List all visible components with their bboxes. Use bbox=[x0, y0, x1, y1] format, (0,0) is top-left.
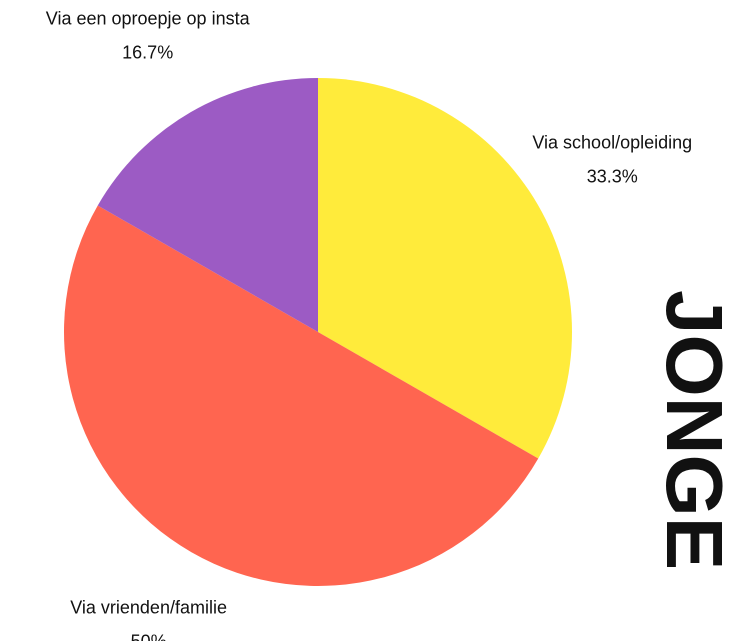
pie-slice bbox=[97, 78, 318, 332]
slice-value-label: 33.3% bbox=[587, 166, 638, 186]
pie-slice bbox=[64, 205, 539, 586]
slice-label: Via een oproepje op insta bbox=[46, 8, 251, 28]
pie-slice bbox=[318, 78, 572, 459]
slice-label: Via vrienden/familie bbox=[70, 598, 227, 618]
slice-label: Via school/opleiding bbox=[532, 132, 692, 152]
slice-value-label: 16.7% bbox=[122, 42, 173, 62]
side-text: JONGE bbox=[650, 290, 739, 570]
slice-value-label: 50% bbox=[131, 632, 167, 641]
